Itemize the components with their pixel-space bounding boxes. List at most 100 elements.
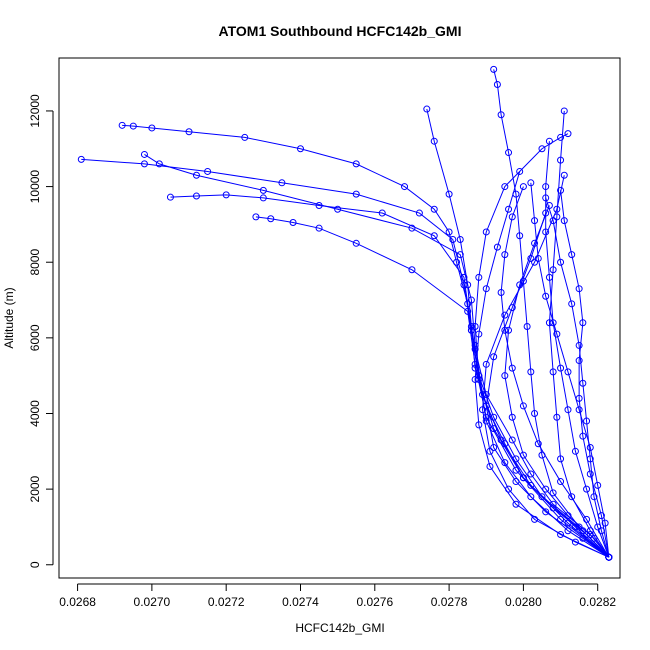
y-tick-label: 2000 xyxy=(28,475,42,502)
data-point xyxy=(557,133,565,141)
data-point xyxy=(490,425,498,433)
series-line xyxy=(122,124,610,558)
data-point xyxy=(557,478,565,486)
x-tick-label: 0.0276 xyxy=(356,595,393,609)
series-line xyxy=(144,154,610,558)
data-point xyxy=(512,500,520,508)
data-point xyxy=(557,156,565,164)
series-line xyxy=(474,171,610,558)
data-point xyxy=(579,534,587,542)
data-point xyxy=(501,311,509,319)
data-point xyxy=(475,330,483,338)
data-point xyxy=(590,534,598,542)
x-tick-label: 0.0268 xyxy=(59,595,96,609)
data-point xyxy=(505,326,513,334)
data-point xyxy=(497,288,505,296)
data-point xyxy=(475,375,483,383)
chart-title: ATOM1 Southbound HCFC142b_GMI xyxy=(219,23,462,39)
data-point xyxy=(464,307,472,315)
data-point xyxy=(571,523,579,531)
data-point xyxy=(583,417,591,425)
data-point xyxy=(531,515,539,523)
data-point xyxy=(140,150,148,158)
x-tick-label: 0.0270 xyxy=(134,595,171,609)
data-point xyxy=(579,527,587,535)
data-point xyxy=(542,209,550,217)
data-point xyxy=(482,402,490,410)
data-point xyxy=(586,527,594,535)
data-point xyxy=(334,205,342,213)
data-point xyxy=(493,80,501,88)
data-point xyxy=(542,508,550,516)
data-point xyxy=(542,292,550,300)
data-point xyxy=(430,137,438,145)
data-point xyxy=(560,217,568,225)
data-point xyxy=(77,155,85,163)
data-point xyxy=(545,273,553,281)
data-point xyxy=(192,192,200,200)
data-point xyxy=(571,447,579,455)
data-point xyxy=(479,406,487,414)
data-point xyxy=(512,466,520,474)
data-point xyxy=(542,194,550,202)
series-line xyxy=(545,197,610,558)
data-point xyxy=(564,519,572,527)
data-point xyxy=(523,323,531,331)
data-point xyxy=(471,341,479,349)
data-point xyxy=(352,239,360,247)
data-point xyxy=(545,319,553,327)
data-point xyxy=(557,186,565,194)
data-point xyxy=(508,213,516,221)
data-point xyxy=(586,444,594,452)
series-line xyxy=(482,175,610,558)
data-point xyxy=(597,527,605,535)
data-point xyxy=(579,432,587,440)
data-point xyxy=(519,183,527,191)
data-point xyxy=(166,193,174,201)
data-point xyxy=(512,190,520,198)
data-point xyxy=(549,500,557,508)
data-point xyxy=(545,201,553,209)
data-point xyxy=(527,179,535,187)
data-point xyxy=(579,319,587,327)
data-point xyxy=(579,379,587,387)
data-point xyxy=(527,481,535,489)
data-point xyxy=(490,444,498,452)
data-point xyxy=(482,360,490,368)
data-point xyxy=(553,413,561,421)
data-point xyxy=(527,254,535,262)
data-point xyxy=(560,171,568,179)
data-point xyxy=(475,421,483,429)
data-point xyxy=(508,364,516,372)
data-point xyxy=(505,485,513,493)
data-point xyxy=(575,341,583,349)
series-line xyxy=(560,190,610,558)
data-point xyxy=(557,455,565,463)
data-point xyxy=(583,485,591,493)
data-point xyxy=(571,538,579,546)
data-point xyxy=(590,493,598,501)
data-point xyxy=(482,285,490,293)
data-point xyxy=(155,160,163,168)
data-point xyxy=(575,357,583,365)
data-point xyxy=(471,323,479,331)
data-point xyxy=(315,224,323,232)
data-point xyxy=(560,107,568,115)
data-point xyxy=(538,145,546,153)
data-point xyxy=(471,375,479,383)
series-line xyxy=(170,194,610,558)
data-point xyxy=(564,527,572,535)
data-point xyxy=(222,191,230,199)
data-point xyxy=(467,323,475,331)
data-point xyxy=(464,300,472,308)
data-point xyxy=(568,251,576,259)
data-point xyxy=(259,186,267,194)
data-point xyxy=(467,296,475,304)
data-point xyxy=(449,236,457,244)
data-point xyxy=(545,137,553,145)
data-point xyxy=(482,417,490,425)
data-point xyxy=(508,304,516,312)
plot-frame xyxy=(58,57,621,579)
data-point xyxy=(423,105,431,113)
data-point xyxy=(557,515,565,523)
